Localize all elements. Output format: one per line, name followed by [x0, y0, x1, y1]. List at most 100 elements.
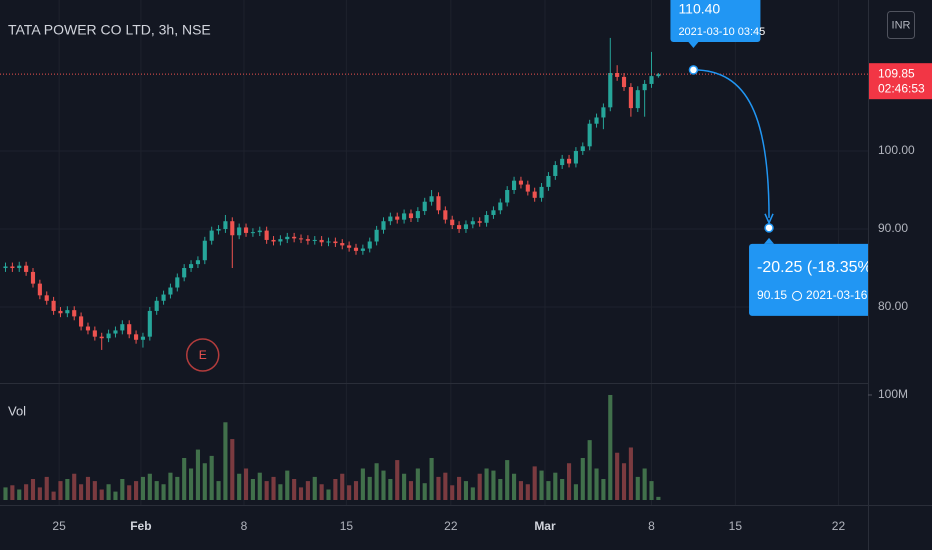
volume-bar — [505, 460, 510, 500]
volume-bar — [223, 422, 228, 500]
volume-bar — [408, 481, 414, 500]
volume-bar — [120, 478, 125, 500]
volume-bar — [312, 476, 317, 500]
volume-bar — [360, 468, 365, 500]
volume-bar — [305, 481, 310, 500]
x-tick-label: Feb — [130, 519, 151, 533]
candle-body — [30, 271, 36, 284]
volume-bar — [292, 478, 297, 500]
candle-body — [223, 221, 228, 230]
candle-body — [99, 336, 104, 339]
volume-bar — [498, 478, 503, 500]
candle-body — [243, 227, 249, 233]
candle-body — [250, 232, 255, 234]
volume-bar — [649, 481, 654, 500]
volume-bar — [560, 478, 565, 500]
candle-body — [587, 123, 592, 147]
volume-bar — [202, 463, 207, 500]
volume-bar — [484, 468, 489, 500]
candle-body — [264, 230, 269, 240]
candle-body — [10, 266, 15, 269]
volume-bar — [175, 476, 180, 500]
candle-body — [58, 310, 63, 314]
candle-body — [188, 264, 194, 269]
volume-bar — [546, 481, 551, 500]
volume-bar — [553, 472, 558, 500]
candle-body — [44, 295, 49, 301]
candle-body — [72, 310, 77, 317]
candle-body — [3, 266, 8, 269]
candle-body — [202, 240, 207, 261]
volume-bar — [388, 478, 393, 500]
volume-bar — [333, 478, 338, 500]
volume-bar — [340, 473, 345, 500]
candle-body — [429, 196, 434, 202]
candle-body — [553, 165, 558, 176]
volume-bar — [429, 457, 434, 500]
end-box-group: -20.25 (-18.35%) in 90.15 2021-03-16 09: — [749, 237, 887, 316]
candle-body — [209, 230, 214, 241]
candle-body — [443, 210, 448, 220]
volume-bar — [512, 473, 517, 500]
x-tick-label: 8 — [241, 519, 248, 533]
end-box — [749, 243, 868, 316]
candle-body — [24, 265, 29, 272]
candle-body — [17, 265, 22, 269]
volume-bar — [615, 452, 620, 500]
overlay: E 110.40 2021-03-10 03:45 -20.25 (-18.35%) … — [0, 0, 887, 372]
x-tick-label: 22 — [444, 519, 458, 533]
start-date: 2021-03-10 03:45 — [678, 26, 765, 38]
end-box-pointer — [764, 237, 775, 244]
volume-bar — [532, 466, 537, 500]
candle-body — [182, 268, 187, 278]
start-box-pointer — [688, 42, 699, 48]
event-label: E — [199, 348, 207, 362]
volume-bar — [257, 472, 262, 500]
volume-bar — [298, 487, 304, 500]
volume-bar — [621, 463, 627, 500]
candle-body — [395, 216, 400, 220]
volume-bar — [106, 484, 111, 500]
volume-bar — [264, 481, 269, 500]
candle-body — [615, 73, 620, 77]
candle-body — [85, 326, 91, 331]
candle-body — [656, 74, 661, 77]
x-tick-label: 15 — [340, 519, 354, 533]
volume-bar — [216, 481, 221, 500]
candle-body — [388, 216, 393, 222]
candle-body — [546, 175, 551, 187]
candle-body — [113, 330, 118, 334]
volume-bar — [65, 478, 70, 500]
volume-bar — [271, 476, 276, 500]
candle-body — [333, 241, 338, 244]
candle-body — [353, 247, 359, 251]
candle-body — [140, 336, 146, 340]
volume-bar — [415, 468, 420, 500]
end-price: 90.15 — [757, 288, 787, 302]
candle-body — [436, 196, 441, 211]
clock-icon — [792, 290, 803, 301]
candle-body — [463, 224, 469, 230]
candle-body — [594, 117, 599, 124]
candle-body — [566, 158, 572, 164]
volume-bar — [17, 489, 22, 500]
candle-body — [642, 83, 647, 91]
currency-label[interactable]: INR — [892, 19, 911, 31]
symbol-title: TATA POWER CO LTD, 3h, NSE — [8, 22, 211, 38]
volume-bar — [470, 487, 475, 500]
candle-body — [402, 213, 407, 220]
candle-body — [154, 300, 159, 311]
candle-body — [216, 229, 221, 231]
volume-bar — [635, 476, 640, 500]
series — [3, 37, 661, 350]
currency-button[interactable] — [887, 11, 915, 39]
volume-bar — [154, 481, 159, 500]
volume-series — [3, 394, 661, 500]
candle-body — [51, 300, 56, 311]
end-date: 2021-03-16 09: — [806, 288, 887, 302]
volume-bar — [72, 473, 77, 500]
candle-body — [491, 210, 496, 215]
candle-body — [312, 239, 317, 241]
candle-body — [621, 76, 627, 88]
candle-body — [560, 158, 565, 166]
